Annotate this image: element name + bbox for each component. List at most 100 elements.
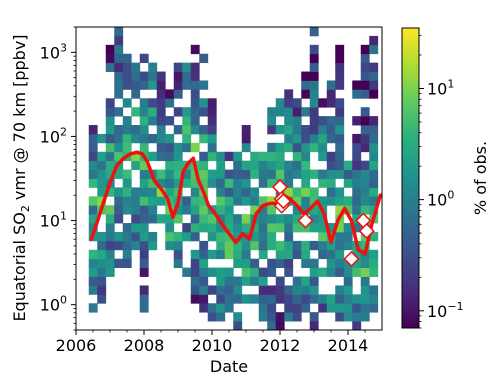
heatmap-cell	[148, 80, 158, 90]
heatmap-cell	[88, 303, 98, 313]
heatmap-cell	[148, 71, 158, 81]
colorbar-tick-label: 10−1	[427, 300, 464, 321]
heatmap-cell	[224, 178, 234, 188]
heatmap-cell	[131, 62, 141, 72]
heatmap-cell	[207, 169, 217, 179]
heatmap-cell	[139, 125, 149, 135]
heatmap-cell	[258, 294, 268, 304]
heatmap-cell	[173, 214, 183, 224]
heatmap-cell	[369, 44, 379, 55]
heatmap-cell	[122, 53, 132, 64]
heatmap-cell	[182, 116, 192, 126]
heatmap-cell	[343, 169, 353, 179]
heatmap-cell	[360, 62, 370, 72]
heatmap-cell	[352, 321, 362, 330]
y-axis: 100 101 102 103	[40, 26, 76, 331]
heatmap-cell	[267, 303, 277, 313]
heatmap-cell	[233, 321, 243, 330]
heatmap-cell	[156, 142, 166, 153]
heatmap-cell	[352, 133, 362, 144]
heatmap-cell	[343, 178, 353, 188]
heatmap-cell	[105, 187, 115, 197]
heatmap-cell	[233, 231, 243, 242]
heatmap-cell	[326, 187, 336, 197]
heatmap-cell	[165, 223, 175, 233]
heatmap-cell	[148, 205, 158, 215]
heatmap-cell	[190, 116, 200, 126]
heatmap-cell	[241, 142, 251, 153]
heatmap-cell	[301, 240, 311, 251]
heatmap-cell	[105, 267, 115, 277]
heatmap-cell	[148, 107, 158, 117]
heatmap-cell	[258, 151, 268, 162]
heatmap-cell	[258, 276, 268, 286]
heatmap-cell	[105, 151, 115, 162]
heatmap-cell	[216, 169, 226, 179]
heatmap-cell	[360, 142, 370, 153]
heatmap-cell	[156, 178, 166, 188]
heatmap-cell	[114, 240, 124, 251]
heatmap-cell	[267, 267, 277, 277]
heatmap-cell	[97, 231, 107, 242]
heatmap-cell	[335, 133, 345, 144]
heatmap-cell	[275, 214, 285, 224]
heatmap-cell	[267, 116, 277, 126]
heatmap-cell	[301, 276, 311, 286]
heatmap-cell	[199, 169, 209, 179]
heatmap-cell	[258, 285, 268, 295]
heatmap-cell	[309, 294, 319, 304]
heatmap-cell	[148, 196, 158, 206]
heatmap-cell	[258, 214, 268, 224]
heatmap-cell	[292, 214, 302, 224]
heatmap-cell	[139, 53, 149, 64]
heatmap-cell	[309, 258, 319, 269]
heatmap-cell	[360, 285, 370, 295]
heatmap-cell	[267, 285, 277, 295]
heatmap-cell	[369, 125, 379, 135]
heatmap-cell	[309, 44, 319, 55]
heatmap-cell	[105, 133, 115, 144]
heatmap-cell	[292, 240, 302, 251]
heatmap-cell	[139, 223, 149, 233]
heatmap-cell	[224, 276, 234, 286]
heatmap-cell	[97, 267, 107, 277]
heatmap-cell	[156, 71, 166, 81]
y-tick-label: 102	[40, 125, 67, 146]
heatmap-cell	[360, 196, 370, 206]
heatmap-cell	[301, 169, 311, 179]
heatmap-cell	[182, 223, 192, 233]
heatmap-cell	[199, 258, 209, 269]
x-tick-label: 2010	[192, 336, 233, 355]
heatmap-cell	[360, 133, 370, 144]
heatmap-cell	[165, 89, 175, 99]
heatmap-cell	[292, 151, 302, 162]
heatmap-cell	[267, 240, 277, 251]
heatmap-cell	[139, 285, 149, 295]
heatmap-cell	[233, 276, 243, 286]
heatmap-cell	[114, 125, 124, 135]
heatmap-cell	[139, 294, 149, 304]
heatmap-cell	[216, 312, 226, 322]
heatmap-cell	[360, 303, 370, 313]
heatmap-cell	[105, 62, 115, 72]
heatmap-cell	[275, 98, 285, 108]
heatmap-cell	[224, 267, 234, 277]
heatmap-cell	[343, 160, 353, 170]
heatmap-cell	[292, 133, 302, 144]
heatmap-cell	[139, 178, 149, 188]
y-axis-label-subscript: 2	[19, 205, 32, 212]
heatmap-cell	[199, 205, 209, 215]
heatmap-cell	[224, 169, 234, 179]
heatmap-cell	[148, 151, 158, 162]
heatmap-cell	[199, 151, 209, 162]
heatmap-cell	[131, 240, 141, 251]
heatmap-cell	[292, 187, 302, 197]
heatmap-cell	[352, 214, 362, 224]
heatmap-cell	[165, 231, 175, 242]
heatmap-cell	[114, 142, 124, 153]
heatmap-cell	[122, 178, 132, 188]
heatmap-cell	[369, 258, 379, 269]
heatmap-cell	[122, 71, 132, 81]
heatmap-cell	[318, 133, 328, 144]
heatmap-cell	[360, 187, 370, 197]
